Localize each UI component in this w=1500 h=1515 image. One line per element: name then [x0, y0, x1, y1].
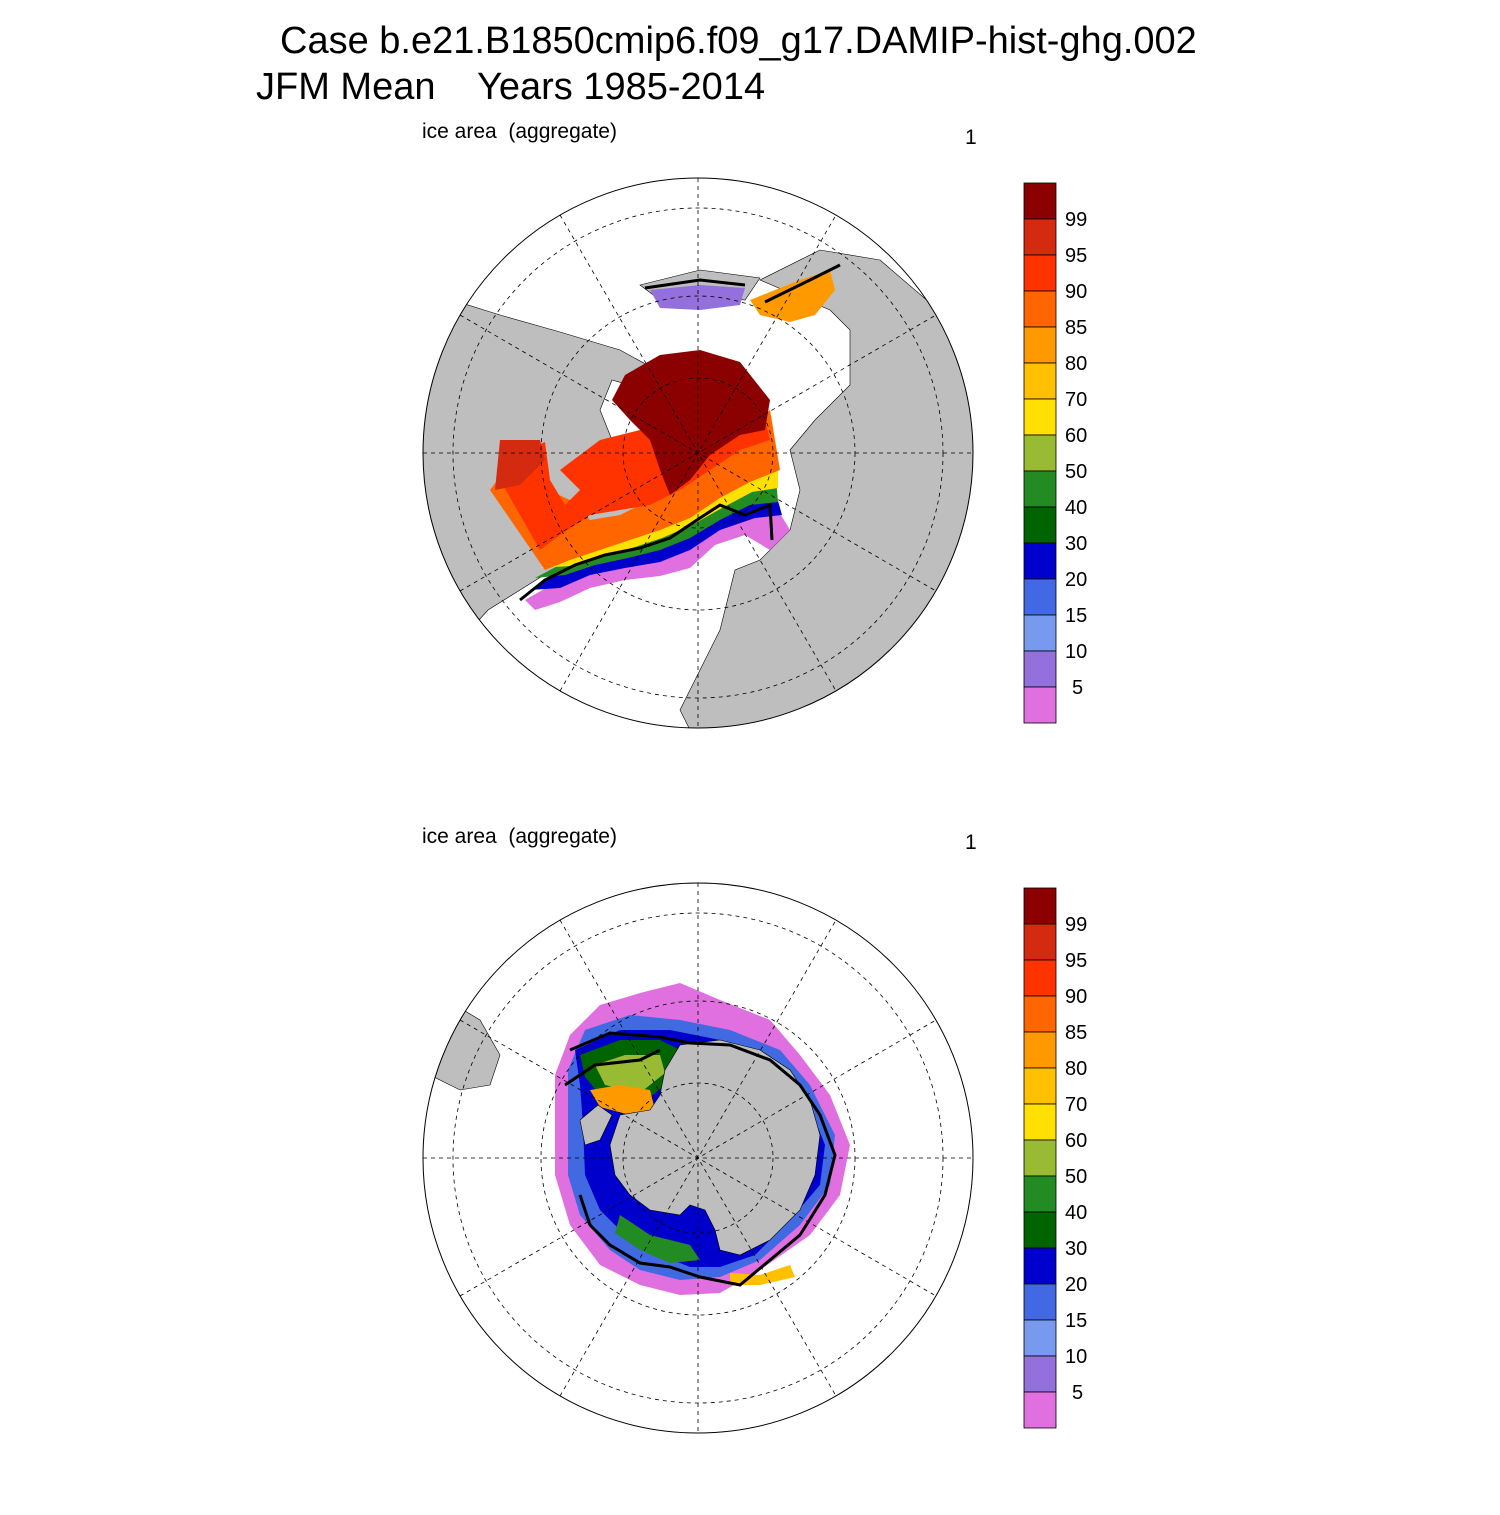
graticule	[423, 883, 973, 1433]
land-antarctic-peninsula	[579, 1104, 613, 1146]
colorbar-swatch	[1023, 182, 1057, 220]
ice-band-99-hudson	[495, 440, 545, 490]
colorbar-label: 85	[1065, 317, 1087, 339]
observed-ice-edge	[564, 1031, 837, 1287]
colorbar-label: 99	[1065, 209, 1087, 231]
colorbar-label: 90	[1065, 281, 1087, 303]
panel-label: ice area (aggregate)	[422, 825, 617, 848]
map-border	[422, 882, 974, 1434]
colorbar-label: 50	[1065, 1166, 1087, 1188]
colorbar-label: 20	[1065, 1274, 1087, 1296]
colorbar-swatch	[1023, 959, 1057, 997]
colorbar-swatch	[1023, 290, 1057, 328]
colorbar-label: 60	[1065, 1130, 1087, 1152]
colorbar-label: 15	[1065, 605, 1087, 627]
graticule	[423, 178, 973, 728]
antarctic-map: 99 95 90 85 80 70 60 50 40 30 20 15 10 5	[422, 882, 1087, 1434]
panel-north: ice area (aggregate) 1	[0, 110, 1500, 810]
colorbar-swatch	[1023, 398, 1057, 436]
colorbar-swatch	[1023, 218, 1057, 256]
figure-title: Case b.e21.B1850cmip6.f09_g17.DAMIP-hist…	[280, 20, 1197, 62]
ice-band-80-weddell	[590, 1085, 655, 1115]
colorbar-swatch	[1023, 1175, 1057, 1213]
colorbar-swatch	[1023, 686, 1057, 724]
colorbar-label: 70	[1065, 389, 1087, 411]
colorbar-label: 15	[1065, 1310, 1087, 1332]
colorbar-swatch	[1023, 995, 1057, 1033]
colorbar-label: 60	[1065, 425, 1087, 447]
colorbar-swatch	[1023, 1031, 1057, 1069]
colorbar-swatch	[1023, 326, 1057, 364]
ice-bering	[750, 270, 835, 322]
colorbar-label: 20	[1065, 569, 1087, 591]
colorbar-swatch	[1023, 506, 1057, 544]
colorbar-swatch	[1023, 254, 1057, 292]
observed-ice-edge	[519, 263, 841, 602]
colorbar-label: 30	[1065, 1238, 1087, 1260]
colorbar-label: 40	[1065, 1202, 1087, 1224]
colorbar-label: 80	[1065, 353, 1087, 375]
panel-index: 1	[965, 126, 977, 149]
colorbar-label: 95	[1065, 245, 1087, 267]
colorbar-swatch	[1023, 434, 1057, 472]
colorbar-swatch	[1023, 1211, 1057, 1249]
colorbar-swatch	[1023, 362, 1057, 400]
colorbar-swatch	[1023, 1067, 1057, 1105]
colorbar-label: 95	[1065, 950, 1087, 972]
panel-south: ice area (aggregate) 1	[0, 815, 1500, 1515]
colorbar-label: 99	[1065, 914, 1087, 936]
colorbar-swatch	[1023, 542, 1057, 580]
figure-subtitle: JFM Mean Years 1985-2014	[256, 66, 766, 108]
colorbar-swatch	[1023, 470, 1057, 508]
colorbar: 99 95 90 85 80 70 60 50 40 30 20 15 10 5	[1023, 182, 1087, 724]
colorbar-label: 85	[1065, 1022, 1087, 1044]
colorbar-swatch	[1023, 923, 1057, 961]
colorbar-label: 50	[1065, 461, 1087, 483]
map-border	[422, 177, 974, 729]
colorbar-label: 5	[1072, 1382, 1083, 1404]
colorbar-label: 30	[1065, 533, 1087, 555]
colorbar-label: 90	[1065, 986, 1087, 1008]
colorbar-swatch	[1023, 1247, 1057, 1285]
colorbar-swatch	[1023, 650, 1057, 688]
colorbar-swatch	[1023, 1103, 1057, 1141]
colorbar-label: 70	[1065, 1094, 1087, 1116]
colorbar-label: 10	[1065, 641, 1087, 663]
colorbar-label: 5	[1072, 677, 1083, 699]
colorbar-swatch	[1023, 614, 1057, 652]
colorbar-swatch	[1023, 1391, 1057, 1429]
panel-label: ice area (aggregate)	[422, 120, 617, 143]
colorbar: 99 95 90 85 80 70 60 50 40 30 20 15 10 5	[1023, 887, 1087, 1429]
colorbar-swatch	[1023, 578, 1057, 616]
colorbar-label: 80	[1065, 1058, 1087, 1080]
colorbar-swatch	[1023, 887, 1057, 925]
ice-band-40-ross	[615, 1215, 700, 1263]
ice-bering-edge	[650, 285, 745, 310]
ice-band-99	[612, 350, 770, 495]
colorbar-swatch	[1023, 1355, 1057, 1393]
panel-index: 1	[965, 831, 977, 854]
colorbar-label: 40	[1065, 497, 1087, 519]
colorbar-swatch	[1023, 1139, 1057, 1177]
colorbar-swatch	[1023, 1283, 1057, 1321]
colorbar-swatch	[1023, 1319, 1057, 1357]
arctic-map: 99 95 90 85 80 70 60 50 40 30 20 15 10 5	[422, 177, 1087, 729]
colorbar-label: 10	[1065, 1346, 1087, 1368]
